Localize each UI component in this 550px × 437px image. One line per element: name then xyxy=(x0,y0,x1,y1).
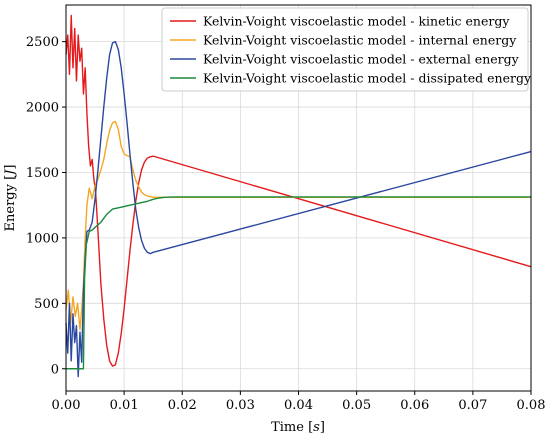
x-tick-label: 0.05 xyxy=(342,398,371,413)
series-line-3 xyxy=(66,196,531,370)
y-tick-label: 1000 xyxy=(26,231,59,246)
legend-label-2: Kelvin-Voight viscoelastic model - exter… xyxy=(203,52,520,67)
series-lines xyxy=(65,14,532,378)
y-tick-label: 2500 xyxy=(26,35,59,50)
legend-label-1: Kelvin-Voight viscoelastic model - inter… xyxy=(203,33,517,48)
x-tick-label: 0.04 xyxy=(284,398,313,413)
y-tick-label: 2000 xyxy=(26,101,59,116)
x-tick-label: 0.02 xyxy=(168,398,197,413)
legend: Kelvin-Voight viscoelastic model - kinet… xyxy=(161,7,532,92)
y-axis-label: Energy [J] xyxy=(3,165,18,232)
x-tick-label: 0.03 xyxy=(226,398,255,413)
legend-box xyxy=(161,7,529,92)
series-line-2 xyxy=(65,40,532,378)
x-axis-label: Time [s] xyxy=(271,420,325,435)
series-line-0 xyxy=(65,14,532,367)
x-tick-label: 0.08 xyxy=(517,398,546,413)
legend-label-3: Kelvin-Voight viscoelastic model - dissi… xyxy=(203,71,532,86)
x-tick-label: 0.00 xyxy=(52,398,81,413)
y-tick-label: 500 xyxy=(34,297,59,312)
y-tick-label: 0 xyxy=(51,362,59,377)
x-tick-label: 0.01 xyxy=(110,398,139,413)
y-axis-ticks: 0 500 1000 1500 2000 2500 xyxy=(26,35,66,377)
legend-label-0: Kelvin-Voight viscoelastic model - kinet… xyxy=(203,14,510,29)
x-tick-label: 0.06 xyxy=(400,398,429,413)
x-axis-ticks: 0.00 0.01 0.02 0.03 0.04 0.05 0.06 0.07 0.08 xyxy=(52,391,546,413)
series-line-1 xyxy=(65,120,531,331)
y-tick-label: 1500 xyxy=(26,166,59,181)
x-tick-label: 0.07 xyxy=(458,398,487,413)
